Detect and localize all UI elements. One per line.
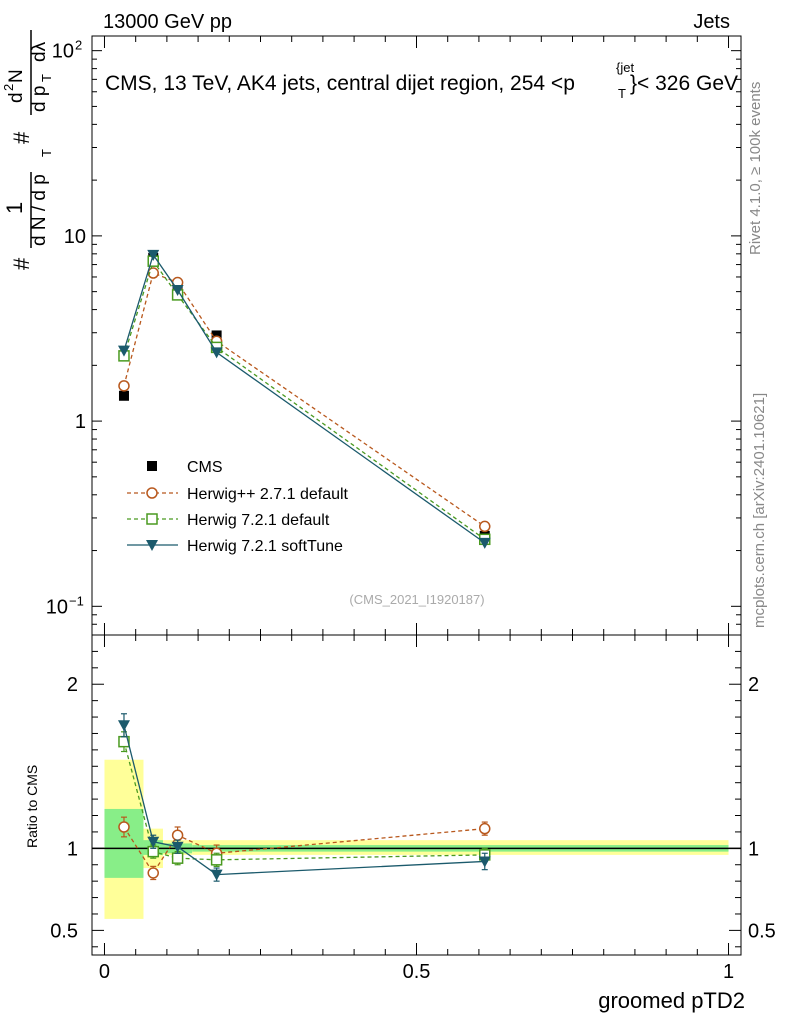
legend-softtune-label: Herwig 7.2.1 softTune <box>187 538 343 555</box>
cms-data-point <box>118 390 129 401</box>
main-series-layer <box>117 249 491 549</box>
ratio-series-point <box>479 822 491 835</box>
x-tick-label: 1 <box>723 961 734 983</box>
ratio-panel: 0 0.5 1 2 2 1 1 0.5 0.5 <box>50 634 776 983</box>
main-y-tick-label: 1 <box>75 411 86 433</box>
y-label-dpt: d p <box>29 86 50 112</box>
legend-cms-label: CMS <box>187 459 223 476</box>
rivet-version-label: Rivet 4.1.0, ≥ 100k events <box>747 82 764 255</box>
mcplots-label: mcplots.cern.ch [arXiv:2401.10621] <box>751 393 768 628</box>
main-series-point <box>478 537 491 549</box>
ratio-frame <box>91 634 742 956</box>
legend: CMS Herwig++ 2.7.1 default Herwig 7.2.1 … <box>127 459 349 555</box>
header-energy-label: 13000 GeV pp <box>103 11 232 33</box>
header-category-label: Jets <box>693 11 730 33</box>
legend-herwig7-label: Herwig 7.2.1 default <box>187 512 330 529</box>
title-text: CMS, 13 TeV, AK4 jets, central dijet reg… <box>105 72 575 95</box>
legend-cms-marker <box>147 461 157 471</box>
main-y-tick-label-sup: −1 <box>69 593 84 608</box>
y-label-n: N <box>6 69 27 83</box>
main-y-axis-label: # 1 d N / d p T # d 2 N d p T dλ <box>1 30 54 270</box>
title-sub: T <box>618 86 626 101</box>
ratio-series-point <box>210 869 223 881</box>
main-y-tick-label: 10 <box>52 41 74 63</box>
main-series-point <box>210 347 223 359</box>
legend-item-herwigpp: Herwig++ 2.7.1 default <box>127 486 349 503</box>
ratio-y-tick-label-right: 1 <box>748 838 759 860</box>
y-label-hash-2: # <box>9 131 34 144</box>
legend-item-softtune: Herwig 7.2.1 softTune <box>127 538 343 555</box>
ratio-y-tick-label-right: 2 <box>748 674 759 696</box>
plot-title: CMS, 13 TeV, AK4 jets, central dijet reg… <box>105 60 738 101</box>
main-series-point <box>118 380 130 392</box>
legend-softtune-marker <box>146 540 158 551</box>
ratio-uncertainty-bands <box>92 759 741 919</box>
title-main: CMS, 13 TeV, AK4 jets, central dijet reg… <box>105 72 575 95</box>
legend-herwig7-marker <box>146 513 158 525</box>
legend-item-herwig7: Herwig 7.2.1 default <box>127 512 330 529</box>
x-axis-label: groomed pTD2 <box>598 988 745 1013</box>
y-label-dlambda: dλ <box>29 41 50 62</box>
ratio-series-point <box>171 852 184 864</box>
ratio-y-tick-label: 0.5 <box>50 920 78 942</box>
ratio-series-point <box>171 841 184 853</box>
main-series-point <box>147 249 160 261</box>
y-label-dndpt: d N / d p <box>29 174 50 246</box>
main-y-tick-label: 10 <box>64 226 86 248</box>
y-label-dpt-sub: T <box>39 74 54 82</box>
main-series-point <box>479 520 491 533</box>
ratio-series-point <box>147 867 159 879</box>
ratio-series-point <box>478 856 491 868</box>
ratio-y-tick-label-right: 0.5 <box>748 920 776 942</box>
y-label-dndpt-sub: T <box>39 149 54 157</box>
x-tick-label: 0 <box>99 961 110 983</box>
ratio-y-tick-label: 2 <box>67 674 78 696</box>
title-sup: {jet <box>616 60 634 75</box>
ratio-y-axis-label: Ratio to CMS <box>24 765 40 848</box>
y-label-d: d <box>6 92 27 103</box>
legend-herwigpp-label: Herwig++ 2.7.1 default <box>187 486 349 503</box>
ratio-series-point <box>147 836 160 848</box>
legend-item-cms: CMS <box>147 459 223 476</box>
ratio-series-point <box>210 854 223 866</box>
ratio-series-point <box>118 821 130 833</box>
ratio-series-point <box>171 829 184 841</box>
ratio-axis-ticks: 0 0.5 1 2 2 1 1 0.5 0.5 <box>50 635 776 983</box>
main-series-point <box>117 345 130 357</box>
y-label-one: 1 <box>2 202 27 214</box>
ratio-series-point <box>117 720 130 732</box>
analysis-id-label: (CMS_2021_I1920187) <box>349 592 484 607</box>
title-end: }< 326 GeV <box>630 72 738 95</box>
x-tick-label: 0.5 <box>403 961 431 983</box>
main-y-tick-label-sup: 2 <box>75 38 82 53</box>
legend-herwigpp-marker <box>146 487 158 499</box>
ratio-series-line <box>123 741 485 861</box>
main-series-point <box>171 285 184 297</box>
ratio-y-tick-label: 1 <box>67 838 78 860</box>
y-label-d-sup: 2 <box>1 84 16 91</box>
main-y-tick-label: 10 <box>46 596 68 618</box>
ratio-series-layer <box>117 713 491 882</box>
y-label-hash-1: # <box>9 257 34 270</box>
